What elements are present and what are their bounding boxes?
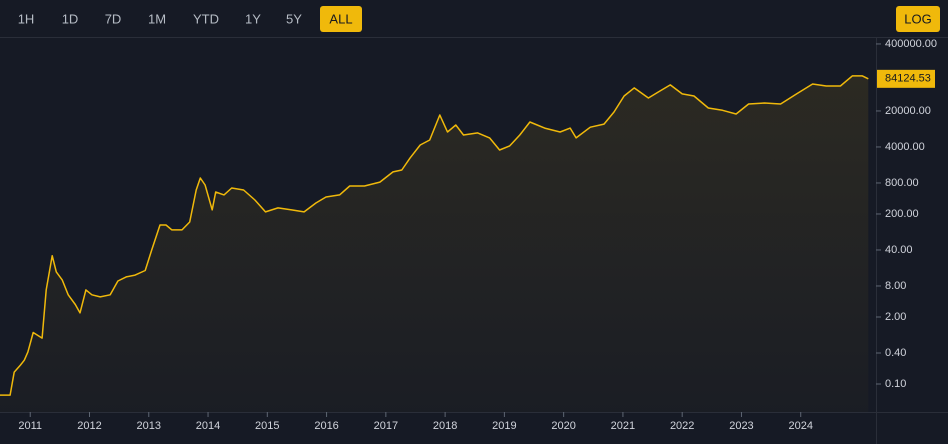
x-tick-label: 2016	[314, 420, 338, 432]
y-tick-label: 800.00	[885, 177, 919, 189]
x-tick-label: 2011	[18, 420, 42, 432]
button-bg	[320, 6, 362, 32]
y-tick-label: 0.40	[885, 347, 906, 359]
x-tick-label: 2023	[729, 420, 753, 432]
y-tick-label: 4000.00	[885, 141, 925, 153]
button-label: LOG	[904, 11, 931, 26]
x-tick-label: 2019	[492, 420, 516, 432]
range-button[interactable]: ALL	[320, 6, 362, 32]
range-button[interactable]: 1H	[18, 11, 35, 26]
last-price-bg	[877, 69, 935, 88]
y-tick-label: 0.10	[885, 378, 906, 390]
x-tick-label: 2014	[196, 420, 220, 432]
scale-button[interactable]: LOG	[896, 6, 940, 32]
range-button[interactable]: 1Y	[245, 11, 261, 26]
button-bg	[896, 6, 940, 32]
price-area	[0, 75, 869, 413]
range-button[interactable]: YTD	[193, 11, 219, 26]
x-tick-label: 2015	[255, 420, 279, 432]
y-tick-label: 2.00	[885, 311, 906, 323]
button-label: 5Y	[286, 11, 302, 26]
x-tick-label: 2017	[374, 420, 398, 432]
button-label: YTD	[193, 11, 219, 26]
range-button[interactable]: 1M	[148, 11, 166, 26]
y-tick-label: 200.00	[885, 208, 919, 220]
y-tick-label: 400000.00	[885, 38, 937, 50]
y-tick-label: 8.00	[885, 280, 906, 292]
x-tick-label: 2022	[670, 420, 694, 432]
x-tick-label: 2021	[611, 420, 635, 432]
x-tick-label: 2024	[788, 420, 812, 432]
x-tick-label: 2018	[433, 420, 457, 432]
button-label: ALL	[329, 11, 352, 26]
button-label: 1D	[62, 11, 79, 26]
button-label: 1Y	[245, 11, 261, 26]
last-price-label: 84124.53	[885, 73, 931, 85]
range-button[interactable]: 5Y	[286, 11, 302, 26]
range-button[interactable]: 7D	[105, 11, 122, 26]
y-tick-label: 40.00	[885, 244, 913, 256]
x-tick-label: 2020	[551, 420, 575, 432]
y-tick-label: 20000.00	[885, 105, 931, 117]
button-label: 7D	[105, 11, 122, 26]
button-label: 1M	[148, 11, 166, 26]
price-line	[0, 75, 869, 396]
range-button[interactable]: 1D	[62, 11, 79, 26]
x-tick-label: 2012	[77, 420, 101, 432]
button-label: 1H	[18, 11, 35, 26]
x-tick-label: 2013	[137, 420, 161, 432]
